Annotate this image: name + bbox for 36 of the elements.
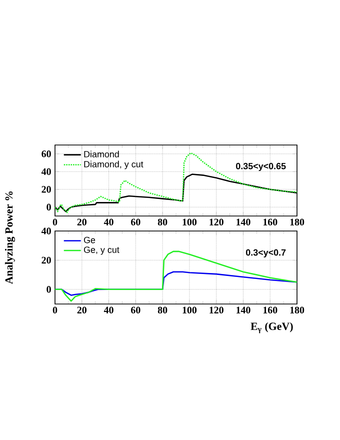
x-tick-label: 80 (158, 306, 168, 314)
x-tick-label: 100 (182, 218, 197, 226)
x-tick-label: 120 (210, 306, 224, 314)
line-series (55, 152, 297, 214)
y-tick-label: 20 (42, 186, 51, 193)
y-tick-label: 60 (42, 150, 51, 158)
x-tick-label: 40 (104, 218, 114, 226)
x-tick-label: 140 (236, 218, 250, 226)
x-tick-label: 20 (77, 306, 86, 314)
legend-label: Diamond, y cut (84, 160, 144, 170)
legend-label: Ge, y cut (84, 246, 120, 255)
x-tick-label: 140 (236, 306, 250, 314)
annotation: 0.3<y<0.7 (246, 249, 286, 258)
x-tick-label: 160 (263, 306, 278, 314)
y-tick-label: 20 (42, 256, 51, 264)
annotation: 0.35<y<0.65 (236, 162, 286, 172)
y-tick-label: 40 (41, 228, 51, 234)
x-axis-title: E$_{γ}$ (GeV) (250, 322, 293, 334)
x-tick-label: 80 (158, 218, 168, 226)
x-tick-label: 60 (131, 218, 140, 226)
x-tick-label: 40 (104, 306, 114, 314)
x-tick-label: 180 (290, 306, 304, 314)
legend-label: Diamond (84, 150, 119, 158)
x-tick-label: 100 (182, 306, 197, 314)
x-tick-label: 60 (131, 306, 140, 314)
y-tick-label: 40 (41, 168, 51, 175)
x-tick-label: 180 (290, 218, 304, 226)
y-tick-label: 0 (46, 286, 51, 293)
x-tick-label: 0 (52, 306, 58, 314)
x-tick-label: 120 (210, 218, 224, 226)
legend-label: Ge (84, 236, 96, 244)
y-axis-title: Analyzing Power % (4, 191, 15, 284)
x-tick-label: 20 (77, 218, 86, 226)
x-tick-label: 0 (52, 218, 58, 226)
x-tick-label: 160 (263, 218, 278, 226)
y-tick-label: 0 (46, 204, 51, 210)
